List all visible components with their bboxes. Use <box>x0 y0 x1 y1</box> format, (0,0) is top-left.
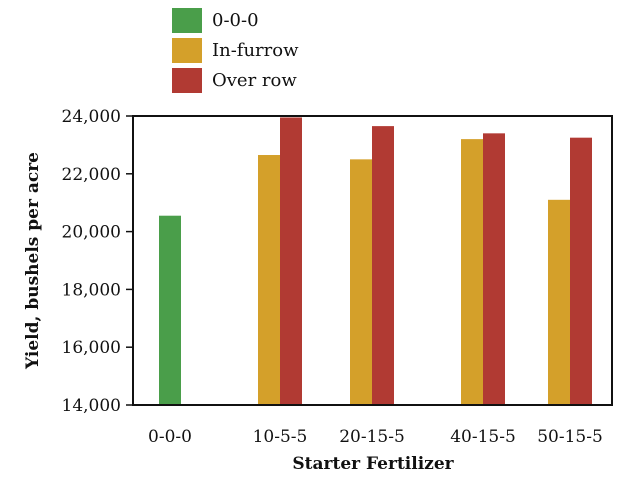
legend-label: 0-0-0 <box>212 10 259 31</box>
legend-label: In-furrow <box>212 40 299 61</box>
x-tick-label: 10-5-5 <box>253 427 308 447</box>
legend-swatch <box>172 38 202 63</box>
legend-label: Over row <box>212 70 297 91</box>
bar-in-furrow-10-5-5 <box>258 155 280 405</box>
x-tick-label: 50-15-5 <box>537 427 603 447</box>
bar-over-row-40-15-5 <box>483 133 505 405</box>
y-tick-label: 18,000 <box>62 280 121 300</box>
y-tick-label: 22,000 <box>62 165 121 185</box>
y-tick-label: 16,000 <box>62 338 121 358</box>
bar-over-row-10-5-5 <box>280 117 302 405</box>
x-axis-title: Starter Fertilizer <box>292 454 454 474</box>
y-axis-title: Yield, bushels per acre <box>23 152 43 370</box>
bar-0-0-0-0-0-0 <box>159 215 181 405</box>
x-axis-ticks: 0-0-0 10-5-5 20-15-5 40-15-5 50-15-5 <box>148 427 603 447</box>
x-tick-label: 40-15-5 <box>450 427 516 447</box>
y-axis-ticks: 14,000 16,000 18,000 20,000 22,000 24,000 <box>62 107 133 416</box>
x-tick-label: 20-15-5 <box>339 427 405 447</box>
x-tick-label: 0-0-0 <box>148 427 192 447</box>
bar-over-row-50-15-5 <box>570 137 592 406</box>
legend: 0-0-0 In-furrow Over row <box>172 8 299 93</box>
y-tick-label: 14,000 <box>62 396 121 416</box>
bars <box>159 117 592 406</box>
bar-over-row-20-15-5 <box>372 126 394 406</box>
plot-frame <box>132 115 613 406</box>
legend-swatch <box>172 8 202 33</box>
y-tick-label: 20,000 <box>62 223 121 243</box>
bar-in-furrow-20-15-5 <box>350 159 372 405</box>
y-tick-label: 24,000 <box>62 107 121 127</box>
legend-swatch <box>172 68 202 93</box>
bar-in-furrow-50-15-5 <box>548 199 570 405</box>
bar-in-furrow-40-15-5 <box>461 139 483 405</box>
